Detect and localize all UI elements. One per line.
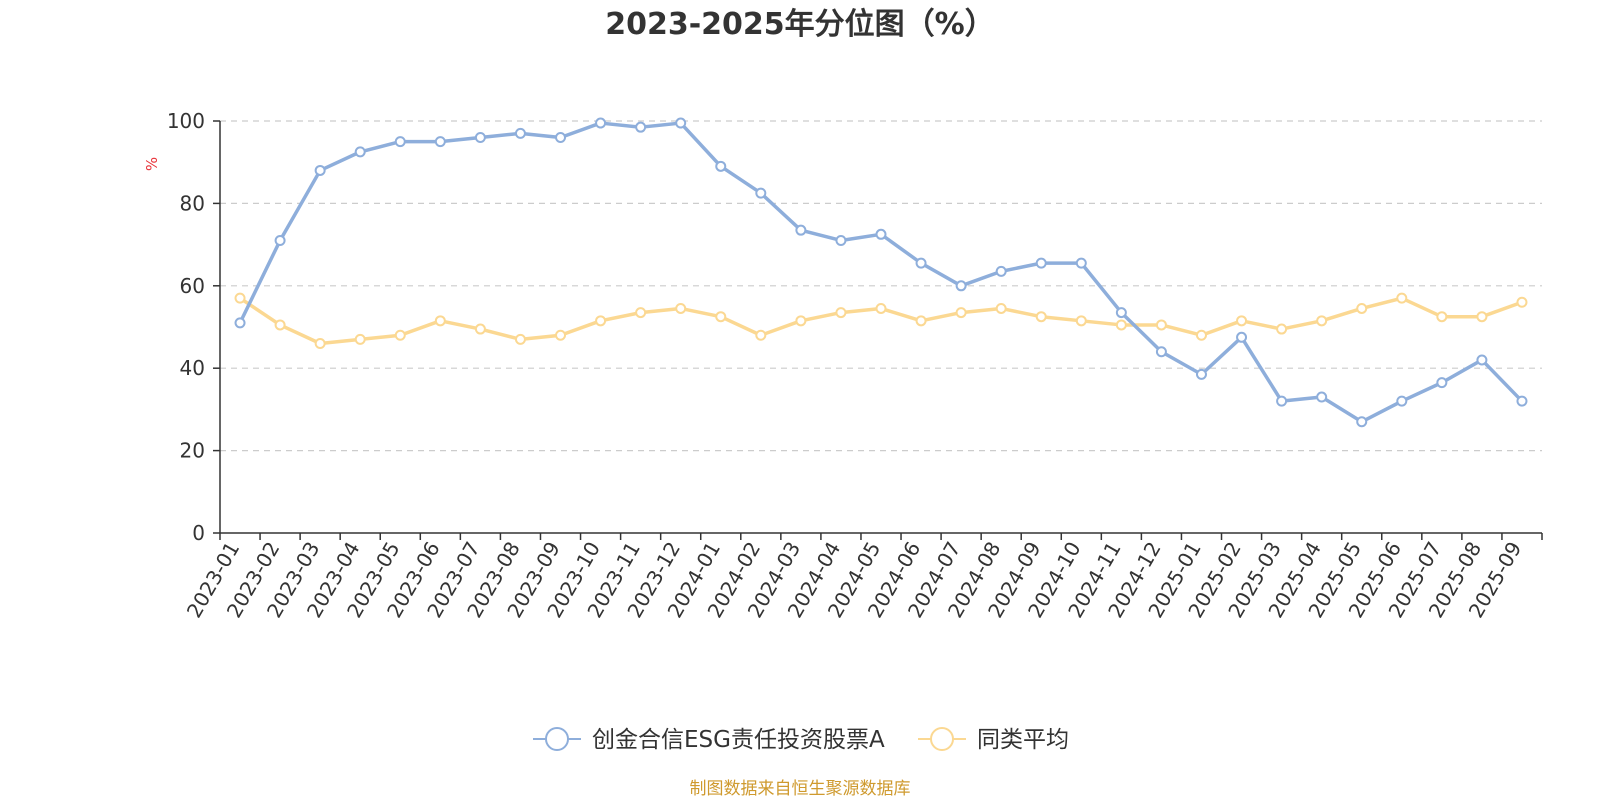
data-point-2-2025-09[interactable] [1516,296,1528,308]
data-point-2-2023-10[interactable] [595,315,607,327]
y-axis-label: % [143,157,161,171]
data-point-2-2023-08[interactable] [514,333,526,345]
data-point-1-2023-07[interactable] [474,131,486,143]
data-point-1-2023-11[interactable] [635,121,647,133]
data-point-2-2024-11[interactable] [1115,319,1127,331]
y-tick-label-60: 60 [180,274,205,298]
x-axis-ticks: 2023-012023-022023-032023-042023-052023-… [182,533,1543,622]
legend-item-series-1[interactable]: 创金合信ESG责任投资股票A [533,727,885,753]
data-point-2-2025-06[interactable] [1396,292,1408,304]
data-point-1-2023-05[interactable] [394,136,406,148]
data-point-2-2024-02[interactable] [755,329,767,341]
y-tick-label-20: 20 [180,439,205,463]
data-point-1-2024-09[interactable] [1035,257,1047,269]
data-point-1-2023-12[interactable] [675,117,687,129]
data-point-1-2024-05[interactable] [875,228,887,240]
data-point-2-2023-12[interactable] [675,302,687,314]
data-point-1-2023-09[interactable] [555,131,567,143]
data-point-1-2025-04[interactable] [1316,391,1328,403]
data-point-1-2023-10[interactable] [595,117,607,129]
data-point-1-2023-03[interactable] [314,164,326,176]
data-point-2-2024-06[interactable] [915,315,927,327]
data-point-2-2023-11[interactable] [635,307,647,319]
series-2 [234,292,1528,349]
data-point-2-2023-04[interactable] [354,333,366,345]
data-point-1-2024-01[interactable] [715,160,727,172]
data-point-1-2024-02[interactable] [755,187,767,199]
y-tick-label-100: 100 [167,109,205,133]
data-point-1-2023-04[interactable] [354,146,366,158]
series-1 [234,117,1528,428]
legend: 创金合信ESG责任投资股票A 同类平均 [533,727,1069,753]
legend-marker-circle-2 [930,727,954,751]
legend-marker-circle-1 [545,727,569,751]
data-point-2-2023-07[interactable] [474,323,486,335]
source-note: 制图数据来自恒生聚源数据库 [690,779,911,799]
data-point-1-2023-06[interactable] [434,136,446,148]
legend-label-1: 创金合信ESG责任投资股票A [592,727,885,753]
data-point-2-2024-05[interactable] [875,302,887,314]
legend-item-series-2[interactable]: 同类平均 [918,727,1069,753]
data-point-2-2024-09[interactable] [1035,311,1047,323]
y-axis-ticks: 0 20 40 60 80 100 [167,109,220,545]
legend-label-2: 同类平均 [977,727,1069,753]
data-point-1-2024-03[interactable] [795,224,807,236]
data-point-1-2025-02[interactable] [1236,331,1248,343]
data-point-1-2024-10[interactable] [1075,257,1087,269]
data-point-2-2024-08[interactable] [995,302,1007,314]
y-tick-label-40: 40 [180,356,205,380]
chart-title: 2023-2025年分位图（%） [605,7,995,42]
data-point-2-2023-01[interactable] [234,292,246,304]
data-point-1-2024-12[interactable] [1155,346,1167,358]
y-tick-label-80: 80 [180,191,205,215]
data-point-2-2024-03[interactable] [795,315,807,327]
data-point-1-2024-11[interactable] [1115,307,1127,319]
data-point-2-2023-09[interactable] [555,329,567,341]
data-point-2-2023-06[interactable] [434,315,446,327]
data-point-2-2025-05[interactable] [1356,302,1368,314]
data-point-2-2023-05[interactable] [394,329,406,341]
data-point-2-2023-03[interactable] [314,337,326,349]
data-point-1-2024-06[interactable] [915,257,927,269]
grid-lines [220,120,1542,452]
data-point-1-2025-03[interactable] [1276,395,1288,407]
axes [219,121,1542,534]
data-point-2-2024-12[interactable] [1155,319,1167,331]
series-line-1 [238,121,1524,424]
data-point-2-2024-07[interactable] [955,307,967,319]
data-point-1-2025-09[interactable] [1516,395,1528,407]
data-point-2-2024-04[interactable] [835,307,847,319]
data-point-2-2025-03[interactable] [1276,323,1288,335]
data-point-2-2025-02[interactable] [1236,315,1248,327]
data-point-1-2023-01[interactable] [234,317,246,329]
data-point-1-2024-08[interactable] [995,265,1007,277]
data-point-1-2025-07[interactable] [1436,377,1448,389]
data-point-2-2024-10[interactable] [1075,315,1087,327]
data-point-2-2023-02[interactable] [274,319,286,331]
series-layer [234,117,1528,428]
data-point-2-2025-01[interactable] [1195,329,1207,341]
data-point-1-2024-07[interactable] [955,280,967,292]
data-point-2-2024-01[interactable] [715,311,727,323]
data-point-1-2023-02[interactable] [274,234,286,246]
data-point-1-2025-08[interactable] [1476,354,1488,366]
data-point-1-2025-01[interactable] [1195,368,1207,380]
data-point-1-2024-04[interactable] [835,234,847,246]
data-point-1-2025-05[interactable] [1356,416,1368,428]
data-point-1-2023-08[interactable] [514,127,526,139]
data-point-2-2025-07[interactable] [1436,311,1448,323]
data-point-1-2025-06[interactable] [1396,395,1408,407]
data-point-2-2025-04[interactable] [1316,315,1328,327]
data-point-2-2025-08[interactable] [1476,311,1488,323]
y-tick-label-0: 0 [192,521,205,545]
